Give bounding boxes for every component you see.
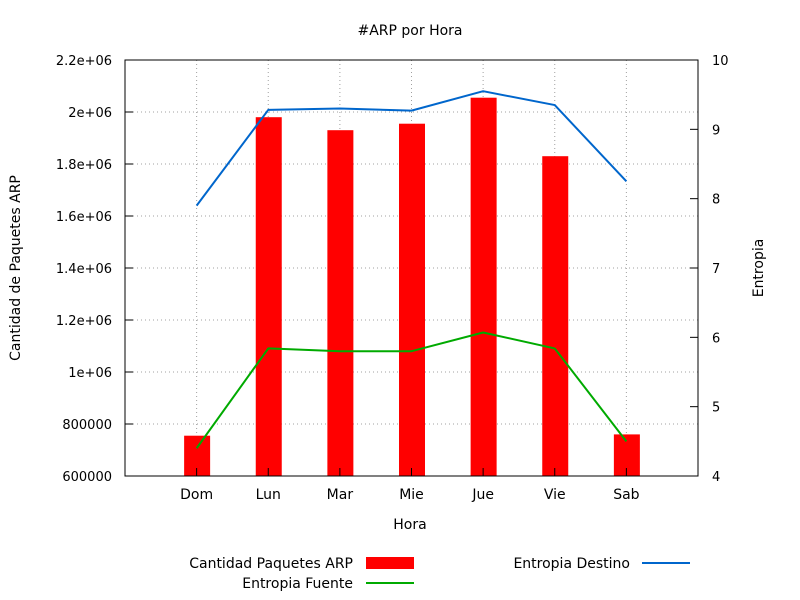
y-axis-label: Cantidad de Paquetes ARP (8, 175, 24, 361)
x-tick-label: Sab (613, 487, 639, 503)
y-tick-label: 800000 (62, 418, 112, 433)
y2-tick-label: 6 (712, 331, 720, 346)
legend-label-entropia-destino: Entropia Destino (513, 556, 630, 572)
x-tick-label: Lun (256, 487, 281, 503)
legend-item-bars: Cantidad Paquetes ARP (189, 556, 414, 572)
y-tick-label: 2e+06 (68, 106, 112, 121)
y2-tick-label: 8 (712, 193, 720, 208)
y2-axis-label: Entropia (751, 239, 767, 298)
x-axis-label: Hora (393, 517, 426, 533)
y-tick-label: 600000 (62, 470, 112, 485)
legend-label-entropia-fuente: Entropia Fuente (242, 576, 353, 592)
x-tick-label: Mar (327, 487, 354, 503)
bar (470, 97, 497, 476)
y-tick-label: 1e+06 (68, 366, 112, 381)
x-axis-ticks: Dom Lun Mar Mie Jue Vie Sab (180, 468, 640, 503)
y2-tick-label: 9 (712, 123, 720, 138)
y-tick-label: 1.2e+06 (56, 314, 112, 329)
y2-tick-label: 10 (712, 54, 729, 69)
legend: Cantidad Paquetes ARP Entropia Fuente En… (189, 556, 690, 592)
bar (255, 117, 282, 476)
series-lines (195, 90, 628, 449)
x-tick-label: Jue (471, 487, 494, 503)
bar (542, 156, 569, 476)
series-line-entropia-fuente (195, 331, 628, 449)
bars (184, 97, 640, 476)
x-tick-label: Mie (399, 487, 424, 503)
y-tick-label: 1.6e+06 (56, 210, 112, 225)
bar (327, 130, 354, 476)
y-tick-label: 1.4e+06 (56, 262, 112, 277)
x-tick-label: Dom (180, 487, 213, 503)
y2-tick-label: 7 (712, 262, 720, 277)
y-tick-label: 2.2e+06 (56, 54, 112, 69)
y2-tick-label: 5 (712, 401, 720, 416)
chart-title: #ARP por Hora (357, 23, 462, 39)
legend-item-entropia-destino: Entropia Destino (513, 556, 690, 572)
legend-swatch-bars (366, 557, 414, 569)
series-line-entropia-destino (195, 90, 628, 207)
y2-axis-ticks: 4 5 6 7 8 9 10 (690, 54, 729, 485)
legend-label-bars: Cantidad Paquetes ARP (189, 556, 353, 572)
y-axis-ticks: 600000 800000 1e+06 1.2e+06 1.4e+06 1.6e+06 1.… (56, 54, 133, 485)
y-tick-label: 1.8e+06 (56, 158, 112, 173)
bar (399, 123, 425, 476)
y2-tick-label: 4 (712, 470, 720, 485)
x-tick-label: Vie (544, 487, 566, 503)
legend-item-entropia-fuente: Entropia Fuente (242, 576, 414, 592)
